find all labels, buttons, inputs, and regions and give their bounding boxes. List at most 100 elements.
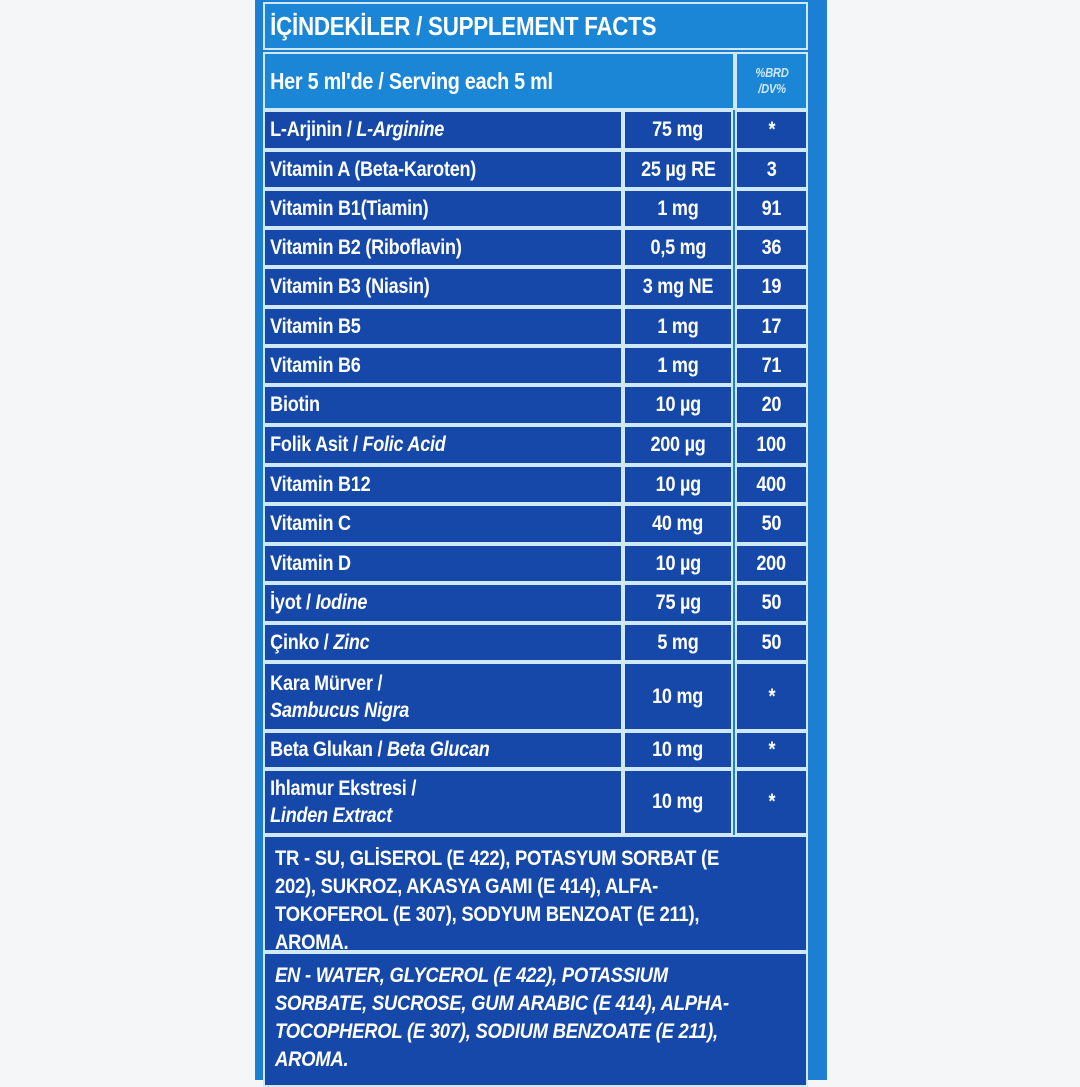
dv-header: %BRD /DV% (735, 52, 808, 110)
ingredient-name-cell: L-Arjinin / L-Arginine (263, 110, 623, 150)
amount-cell: 75 mg (623, 110, 733, 150)
dv-value: 200 (756, 551, 787, 575)
ingredient-name: Folik Asit / Folic Acid (265, 433, 446, 457)
ingredients-en-text: EN - WATER, GLYCEROL (E 422), POTASSIUM … (275, 964, 729, 1071)
dv-value: 91 (761, 196, 782, 220)
dv-cell: 19 (735, 267, 808, 307)
dv-cell: 20 (735, 385, 808, 425)
ingredient-name: Vitamin B6 (265, 354, 361, 378)
ingredient-name-cell: Vitamin B5 (263, 307, 623, 346)
name-tr: Vitamin C (270, 512, 351, 535)
ingredient-name-cell: Vitamin B1(Tiamin) (263, 189, 623, 228)
amount: 25 µg RE (640, 157, 716, 181)
amount: 1 mg (657, 196, 699, 220)
name-tr: Beta Glukan / (270, 738, 387, 761)
amount: 5 mg (657, 630, 699, 654)
dv-cell: 71 (735, 346, 808, 385)
amount-cell: 1 mg (623, 307, 733, 346)
dv-cell: * (735, 769, 808, 835)
ingredient-name-cell: İyot / Iodine (263, 583, 623, 623)
ingredient-name-cell: Vitamin C (263, 504, 623, 544)
dv-cell: 50 (735, 504, 808, 544)
name-en: Beta Glucan (386, 738, 490, 761)
amount: 10 µg (655, 472, 701, 496)
ingredient-name: Beta Glukan / Beta Glucan (265, 738, 490, 762)
dv-header-text: %BRD /DV% (754, 65, 789, 96)
serving-text: Her 5 ml'de / Serving each 5 ml (270, 67, 553, 94)
name-tr: Biotin (270, 393, 320, 416)
amount-cell: 0,5 mg (623, 228, 733, 267)
ingredient-name-cell: Vitamin D (263, 544, 623, 583)
ingredient-name: Vitamin B2 (Riboflavin) (265, 236, 462, 260)
amount: 10 µg (655, 551, 701, 575)
table-title: İÇİNDEKİLER / SUPPLEMENT FACTS (263, 2, 808, 50)
ingredient-name-cell: Vitamin A (Beta-Karoten) (263, 150, 623, 189)
name-tr: Ihlamur Ekstresi / (270, 777, 417, 800)
dv-value: * (768, 738, 775, 761)
ingredient-name: Kara Mürver / Sambucus Nigra (265, 670, 409, 724)
amount-cell: 3 mg NE (623, 267, 733, 307)
dv-cell: 3 (735, 150, 808, 189)
dv-value: 71 (761, 353, 782, 377)
dv-cell: 91 (735, 189, 808, 228)
title-text: İÇİNDEKİLER / SUPPLEMENT FACTS (270, 10, 657, 41)
ingredient-name-cell: Biotin (263, 385, 623, 425)
dv-value: 100 (756, 433, 787, 456)
amount-cell: 1 mg (623, 346, 733, 385)
ingredients-tr-text: TR - SU, GLİSEROL (E 422), POTASYUM SORB… (275, 847, 720, 954)
amount: 0,5 mg (650, 235, 706, 259)
amount-cell: 5 mg (623, 623, 733, 662)
amount: 200 µg (650, 433, 706, 456)
amount-cell: 10 µg (623, 385, 733, 425)
amount-cell: 40 mg (623, 504, 733, 544)
ingredient-name-cell: Vitamin B12 (263, 465, 623, 504)
amount-cell: 10 mg (623, 662, 733, 731)
name-tr: Vitamin B6 (270, 353, 361, 377)
dv-value: 400 (756, 472, 787, 496)
amount-cell: 25 µg RE (623, 150, 733, 189)
ingredient-name-cell: Beta Glukan / Beta Glucan (263, 731, 623, 769)
dv-cell: 50 (735, 623, 808, 662)
dv-value: 50 (761, 591, 782, 614)
name-tr: Vitamin B3 (Niasin) (270, 275, 430, 298)
ingredient-name: İyot / Iodine (265, 591, 367, 615)
serving-header: Her 5 ml'de / Serving each 5 ml (263, 52, 735, 110)
ingredient-name: Vitamin B5 (265, 315, 361, 339)
name-tr: Vitamin B12 (270, 472, 371, 496)
name-tr: Vitamin B2 (Riboflavin) (270, 235, 462, 259)
name-tr: Folik Asit / (270, 433, 363, 456)
amount: 1 mg (657, 314, 699, 338)
amount-cell: 1 mg (623, 189, 733, 228)
dv-value: 36 (761, 235, 782, 259)
amount: 10 mg (652, 738, 704, 761)
ingredient-name-cell: Kara Mürver / Sambucus Nigra (263, 662, 623, 731)
dv-value: 50 (761, 512, 782, 535)
ingredient-name-cell: Ihlamur Ekstresi / Linden Extract (263, 769, 623, 835)
amount: 1 mg (657, 353, 699, 377)
ingredient-name: Vitamin B12 (265, 473, 370, 497)
amount: 40 mg (652, 512, 704, 535)
name-en: Linden Extract (270, 804, 392, 827)
ingredient-name-cell: Vitamin B3 (Niasin) (263, 267, 623, 307)
amount-cell: 10 µg (623, 465, 733, 504)
dv-value: * (768, 684, 775, 708)
amount: 3 mg NE (642, 275, 714, 298)
amount: 10 mg (652, 684, 704, 708)
dv-value: * (768, 118, 775, 141)
ingredient-name: Vitamin B1(Tiamin) (265, 196, 429, 221)
ingredient-name: Vitamin B3 (Niasin) (265, 275, 430, 299)
name-en: Sambucus Nigra (270, 698, 410, 722)
dv-cell: 36 (735, 228, 808, 267)
dv-cell: 17 (735, 307, 808, 346)
dv-cell: 200 (735, 544, 808, 583)
ingredient-name: L-Arjinin / L-Arginine (265, 118, 444, 142)
dv-cell: 50 (735, 583, 808, 623)
ingredient-name: Çinko / Zinc (265, 631, 370, 655)
dv-cell: 400 (735, 465, 808, 504)
name-tr: Vitamin B1(Tiamin) (270, 196, 429, 220)
name-en: L-Arginine (356, 118, 445, 141)
dv-cell: * (735, 662, 808, 731)
dv-value: 19 (761, 275, 782, 298)
name-en: Folic Acid (362, 433, 446, 456)
dv-cell: * (735, 731, 808, 769)
